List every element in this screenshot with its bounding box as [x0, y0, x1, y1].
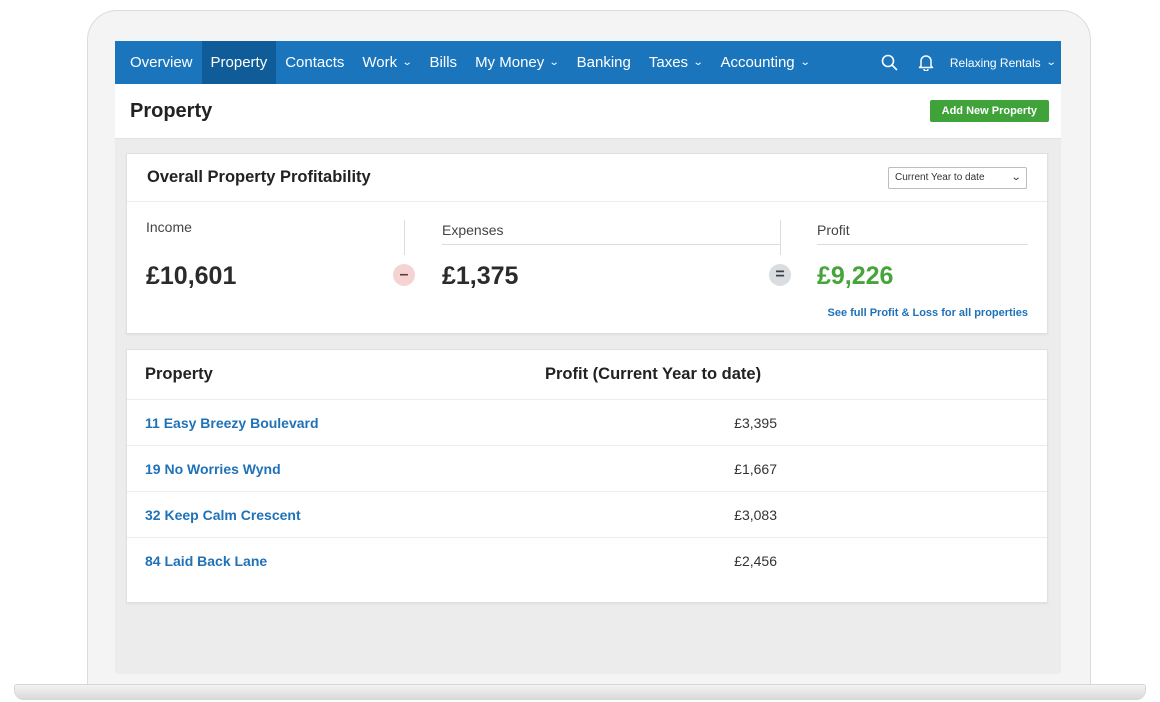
nav-my-money[interactable]: My Money ⌄: [466, 41, 568, 84]
profit-label: Profit: [817, 222, 850, 238]
nav-bills[interactable]: Bills: [421, 41, 467, 84]
nav-label: Overview: [130, 54, 193, 71]
bell-icon[interactable]: [908, 41, 944, 84]
profitability-title: Overall Property Profitability: [147, 168, 371, 186]
nav-label: Banking: [576, 54, 631, 71]
chevron-down-icon: ⌄: [401, 57, 413, 68]
nav-accounting[interactable]: Accounting ⌄: [711, 41, 818, 84]
chevron-down-icon: ⌄: [799, 57, 811, 68]
nav-label: Bills: [429, 54, 458, 71]
add-new-property-button[interactable]: Add New Property: [929, 100, 1049, 122]
nav-work[interactable]: Work ⌄: [353, 41, 420, 84]
nav-label: Taxes: [648, 54, 689, 71]
nav-banking[interactable]: Banking: [568, 41, 640, 84]
property-profit: £3,395: [734, 415, 777, 431]
divider: [780, 220, 781, 255]
property-link[interactable]: 11 Easy Breezy Boulevard: [145, 415, 319, 431]
column-header-property: Property: [145, 365, 213, 383]
table-row: 32 Keep Calm Crescent £3,083: [127, 492, 1047, 538]
property-profit: £3,083: [734, 507, 777, 523]
search-icon[interactable]: [872, 41, 908, 84]
laptop-base: [14, 684, 1146, 700]
profitability-card: Overall Property Profitability Current Y…: [126, 153, 1048, 334]
top-nav: Overview Property Contacts Work ⌄ Bills M…: [115, 41, 1061, 84]
org-name: Relaxing Rentals: [949, 55, 1041, 70]
nav-label: Work: [362, 54, 398, 71]
profit-value: £9,226: [817, 262, 894, 290]
org-switcher[interactable]: Relaxing Rentals ⌄: [944, 55, 1057, 70]
equals-icon: =: [769, 264, 791, 286]
nav-label: Property: [210, 54, 268, 71]
nav-label: Accounting: [720, 54, 795, 71]
property-link[interactable]: 19 No Worries Wynd: [145, 461, 281, 477]
divider: [404, 220, 405, 255]
nav-label: My Money: [475, 54, 545, 71]
table-row: 19 No Worries Wynd £1,667: [127, 446, 1047, 492]
income-value: £10,601: [146, 262, 237, 290]
chevron-down-icon: ⌄: [1010, 172, 1022, 183]
chevron-down-icon: ⌄: [692, 57, 704, 68]
profit-loss-link[interactable]: See full Profit & Loss for all propertie…: [827, 307, 1028, 319]
page-title: Property: [130, 99, 213, 122]
minus-icon: –: [393, 264, 415, 286]
profitability-card-header: Overall Property Profitability Current Y…: [127, 154, 1047, 202]
table-header: Property Profit (Current Year to date): [127, 350, 1047, 400]
divider: [442, 244, 780, 245]
expenses-value: £1,375: [442, 262, 519, 290]
table-row: 11 Easy Breezy Boulevard £3,395: [127, 400, 1047, 446]
nav-label: Contacts: [285, 54, 345, 71]
property-link[interactable]: 84 Laid Back Lane: [145, 553, 268, 569]
property-profit: £2,456: [734, 553, 777, 569]
period-select-value: Current Year to date: [895, 172, 985, 183]
app-screen: Overview Property Contacts Work ⌄ Bills M…: [115, 41, 1061, 674]
nav-right: Relaxing Rentals ⌄: [872, 41, 1061, 84]
property-link[interactable]: 32 Keep Calm Crescent: [145, 507, 301, 523]
column-header-profit: Profit (Current Year to date): [545, 365, 762, 383]
page-header: Property Add New Property: [115, 84, 1061, 139]
property-table-card: Property Profit (Current Year to date) 1…: [126, 349, 1048, 603]
nav-overview[interactable]: Overview: [121, 41, 202, 84]
property-profit: £1,667: [734, 461, 777, 477]
nav-contacts[interactable]: Contacts: [276, 41, 353, 84]
chevron-down-icon: ⌄: [1045, 57, 1057, 68]
nav-taxes[interactable]: Taxes ⌄: [640, 41, 712, 84]
nav-property[interactable]: Property: [201, 41, 277, 84]
chevron-down-icon: ⌄: [548, 57, 560, 68]
income-label: Income: [146, 219, 192, 235]
expenses-label: Expenses: [442, 222, 504, 238]
divider: [817, 244, 1028, 245]
period-select[interactable]: Current Year to date ⌄: [888, 166, 1027, 189]
table-row: 84 Laid Back Lane £2,456: [127, 538, 1047, 584]
